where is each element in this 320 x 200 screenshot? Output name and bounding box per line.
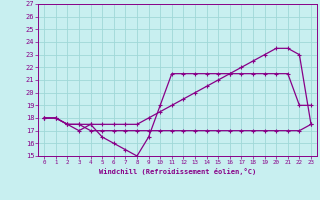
X-axis label: Windchill (Refroidissement éolien,°C): Windchill (Refroidissement éolien,°C) bbox=[99, 168, 256, 175]
